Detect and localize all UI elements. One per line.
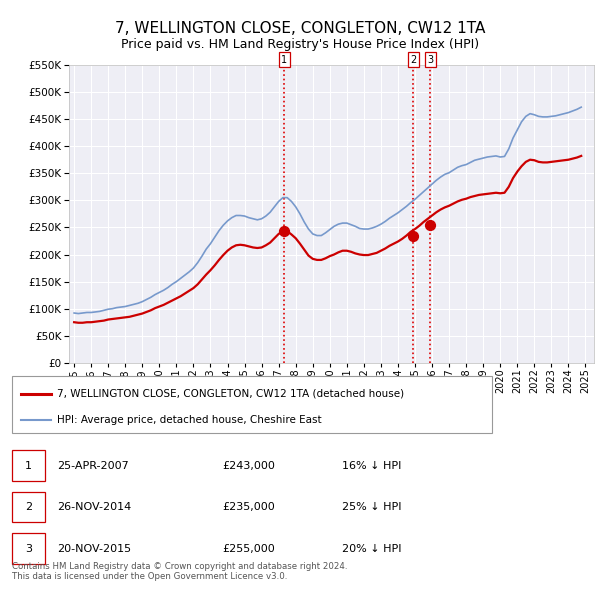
Text: Contains HM Land Registry data © Crown copyright and database right 2024.
This d: Contains HM Land Registry data © Crown c… (12, 562, 347, 581)
Text: HPI: Average price, detached house, Cheshire East: HPI: Average price, detached house, Ches… (57, 415, 322, 425)
Text: 3: 3 (25, 543, 32, 553)
Text: Price paid vs. HM Land Registry's House Price Index (HPI): Price paid vs. HM Land Registry's House … (121, 38, 479, 51)
FancyBboxPatch shape (12, 533, 45, 564)
Text: 20% ↓ HPI: 20% ↓ HPI (342, 543, 401, 553)
Text: 2: 2 (410, 55, 416, 65)
Text: £255,000: £255,000 (222, 543, 275, 553)
Point (280, 227, 289, 236)
FancyBboxPatch shape (12, 450, 45, 481)
Text: 25% ↓ HPI: 25% ↓ HPI (342, 502, 401, 512)
Text: 2: 2 (25, 502, 32, 512)
FancyBboxPatch shape (12, 492, 45, 522)
Text: 20-NOV-2015: 20-NOV-2015 (57, 543, 131, 553)
Text: 1: 1 (25, 461, 32, 471)
Text: £243,000: £243,000 (222, 461, 275, 471)
Text: 16% ↓ HPI: 16% ↓ HPI (342, 461, 401, 471)
Point (425, 220, 435, 230)
Text: £235,000: £235,000 (222, 502, 275, 512)
Text: 7, WELLINGTON CLOSE, CONGLETON, CW12 1TA: 7, WELLINGTON CLOSE, CONGLETON, CW12 1TA (115, 21, 485, 35)
Text: 7, WELLINGTON CLOSE, CONGLETON, CW12 1TA (detached house): 7, WELLINGTON CLOSE, CONGLETON, CW12 1TA… (57, 389, 404, 398)
Text: 26-NOV-2014: 26-NOV-2014 (57, 502, 131, 512)
Text: 3: 3 (427, 55, 433, 65)
Point (409, 231, 418, 240)
FancyBboxPatch shape (12, 376, 492, 433)
Text: 25-APR-2007: 25-APR-2007 (57, 461, 129, 471)
Text: 1: 1 (281, 55, 287, 65)
